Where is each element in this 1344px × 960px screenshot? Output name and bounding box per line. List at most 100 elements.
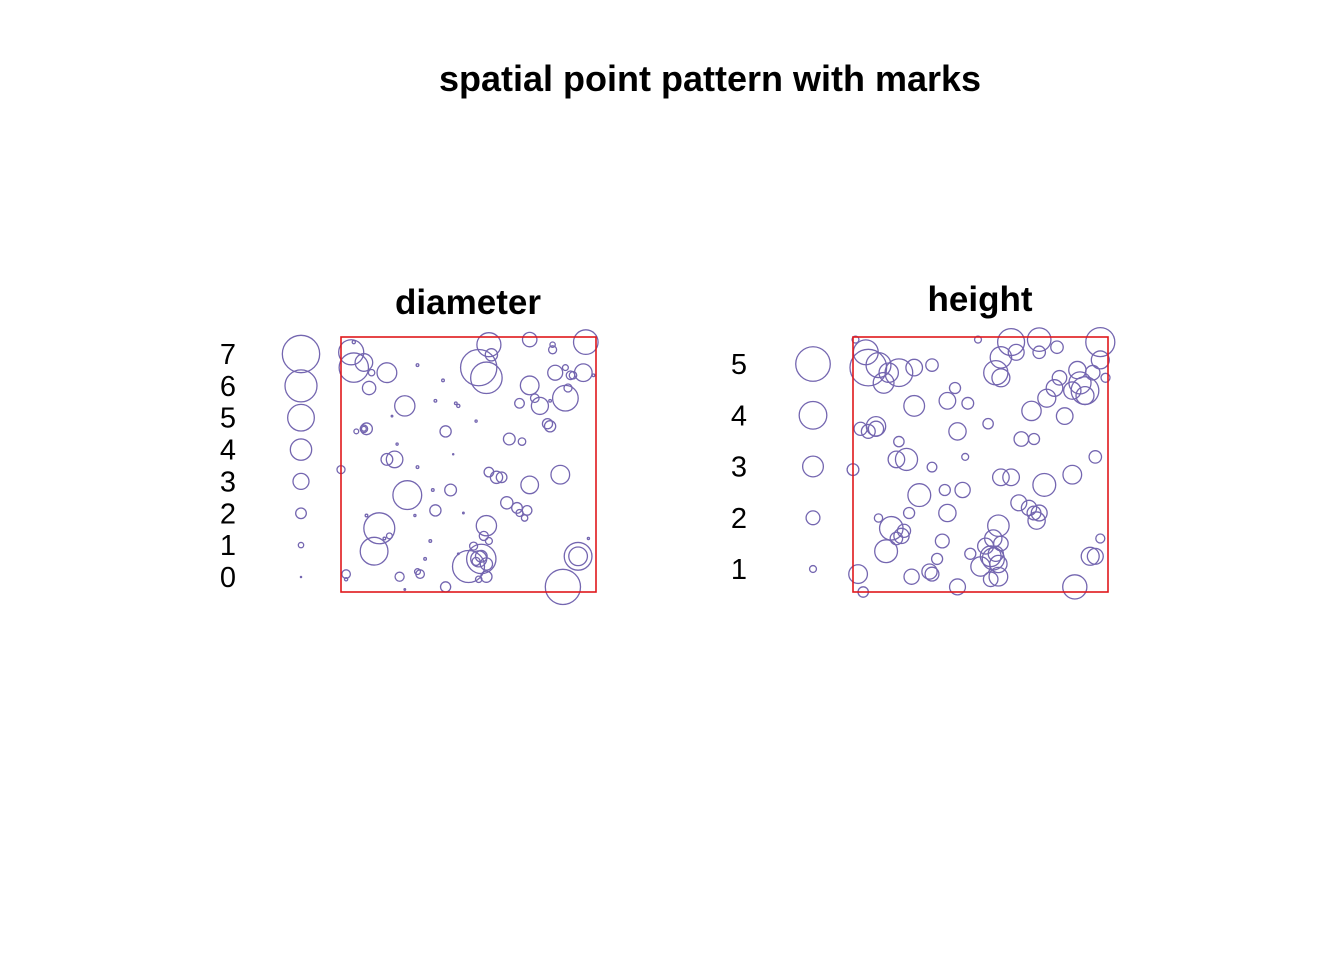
mark-point: [478, 530, 489, 542]
mark-point: [887, 450, 906, 469]
mark-point: [948, 422, 967, 441]
mark-point: [563, 383, 573, 393]
mark-point: [394, 571, 405, 582]
mark-point: [361, 380, 377, 396]
legend-label: 5: [731, 349, 747, 381]
mark-point: [865, 352, 892, 379]
mark-point: [889, 531, 904, 546]
chart-title: spatial point pattern with marks: [438, 58, 982, 99]
mark-point: [550, 464, 571, 485]
legend-symbol: [284, 369, 318, 403]
mark-point: [433, 398, 438, 403]
mark-point: [529, 393, 540, 404]
mark-point: [413, 513, 417, 518]
mark-point: [1068, 371, 1092, 395]
mark-point: [353, 428, 360, 435]
mark-point: [1055, 407, 1074, 426]
mark-point: [903, 394, 926, 417]
mark-point: [484, 348, 499, 362]
legend-symbol: [808, 564, 818, 574]
mark-point: [991, 368, 1011, 388]
legend-label: 0: [220, 562, 236, 594]
mark-point: [1095, 533, 1106, 544]
mark-point: [987, 514, 1010, 538]
mark-point: [1075, 385, 1095, 406]
mark-point: [924, 566, 940, 582]
mark-point: [1027, 511, 1046, 530]
mark-point: [893, 435, 905, 448]
mark-point: [392, 480, 423, 511]
mark-point: [543, 420, 557, 433]
mark-point: [982, 417, 994, 430]
mark-point: [338, 352, 370, 383]
mark-point: [561, 364, 569, 372]
mark-point: [1026, 327, 1052, 353]
mark-point: [1010, 494, 1028, 512]
mark-point: [519, 375, 540, 396]
legend-symbol: [292, 472, 310, 491]
mark-point: [996, 327, 1026, 357]
mark-point: [573, 363, 593, 383]
legend-label: 3: [731, 452, 747, 484]
mark-point: [591, 373, 596, 378]
mark-point: [514, 397, 525, 409]
legend-label: 3: [220, 466, 236, 498]
points-diameter: [336, 329, 599, 606]
mark-point: [451, 549, 486, 584]
mark-point: [385, 532, 393, 540]
mark-point: [1032, 472, 1057, 497]
mark-point: [495, 471, 508, 484]
mark-point: [530, 396, 550, 416]
window-diameter: [340, 336, 597, 593]
mark-point: [989, 554, 1008, 574]
mark-point: [1062, 574, 1088, 600]
legend-label: 4: [220, 435, 236, 467]
mark-point: [988, 566, 1009, 587]
mark-point: [423, 556, 428, 561]
mark-point: [926, 461, 938, 473]
mark-point: [991, 468, 1010, 487]
mark-point: [1051, 369, 1068, 386]
mark-point: [982, 571, 999, 588]
mark-point: [572, 329, 599, 356]
mark-point: [403, 588, 407, 591]
legend-symbol: [295, 507, 307, 520]
mark-point: [902, 506, 916, 520]
mark-point: [925, 358, 939, 372]
panel-title-height: height: [928, 280, 1033, 319]
panel-title-diameter: diameter: [395, 283, 541, 322]
mark-point: [439, 581, 452, 593]
legend-symbol: [281, 334, 321, 374]
mark-point: [907, 483, 932, 508]
mark-point: [359, 536, 389, 566]
mark-point: [1084, 364, 1101, 381]
panel-height: height 1 2 3 4 5: [731, 280, 1116, 600]
mark-point: [459, 348, 498, 387]
mark-point: [848, 564, 869, 585]
mark-point: [903, 568, 920, 585]
mark-point: [1045, 379, 1064, 397]
mark-point: [905, 358, 924, 377]
mark-point: [1007, 343, 1025, 361]
mark-point: [867, 420, 885, 438]
mark-point: [1085, 326, 1116, 358]
mark-point: [343, 577, 349, 582]
mark-point: [930, 552, 944, 566]
legend-label: 1: [731, 554, 747, 586]
mark-point: [456, 403, 461, 409]
mark-point: [456, 552, 460, 556]
window-height: [852, 336, 1109, 593]
mark-point: [354, 353, 374, 372]
mark-point: [471, 556, 481, 567]
mark-point: [981, 547, 1006, 571]
mark-point: [893, 527, 910, 545]
mark-point: [1032, 345, 1047, 360]
mark-point: [451, 453, 455, 456]
mark-point: [380, 452, 394, 466]
mark-point: [989, 346, 1013, 369]
mark-point: [470, 361, 503, 395]
mark-point: [500, 496, 514, 510]
legend-symbol: [805, 510, 821, 526]
